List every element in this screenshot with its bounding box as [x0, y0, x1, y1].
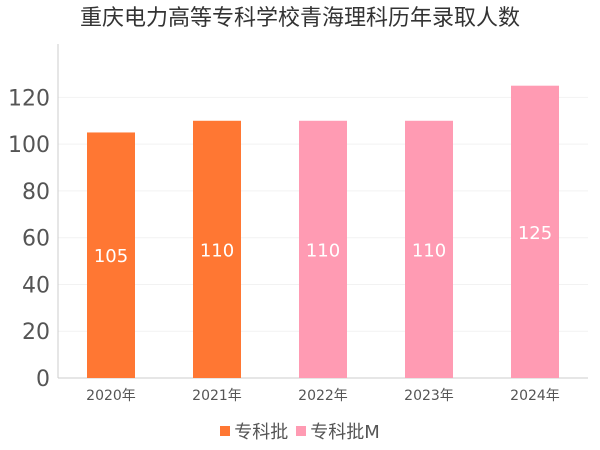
- x-tick-label: 2022年: [298, 388, 348, 404]
- x-tick-label: 2023年: [404, 388, 454, 404]
- legend-item-zhuankepi-m[interactable]: 专科批M: [296, 418, 380, 444]
- legend-swatch-zhuankepi-m: [296, 426, 307, 436]
- legend-label-zhuankepi-m: 专科批M: [310, 422, 380, 443]
- data-label: 110: [412, 240, 446, 261]
- x-tick-label: 2020年: [86, 388, 136, 404]
- y-tick-label: 60: [22, 227, 50, 252]
- legend: 专科批 专科批M: [0, 418, 600, 444]
- x-tick-label: 2021年: [192, 388, 242, 404]
- legend-label-zhuankepi: 专科批: [234, 422, 289, 443]
- bar: [511, 85, 559, 378]
- legend-item-zhuankepi[interactable]: 专科批: [220, 418, 288, 444]
- bar: [299, 120, 347, 379]
- x-tick-label: 2024年: [510, 388, 560, 404]
- y-tick-label: 80: [22, 180, 50, 205]
- data-label: 105: [94, 246, 128, 267]
- data-label: 125: [518, 223, 552, 244]
- data-label: 110: [306, 240, 340, 261]
- bar: [193, 120, 241, 379]
- bar: [87, 132, 135, 378]
- legend-swatch-zhuankepi: [220, 426, 231, 436]
- y-tick-label: 120: [8, 86, 50, 111]
- y-tick-label: 0: [36, 367, 50, 392]
- y-tick-label: 20: [22, 320, 50, 345]
- chart-title: 重庆电力高等专科学校青海理科历年录取人数: [79, 6, 520, 31]
- y-tick-label: 40: [22, 273, 50, 298]
- data-label: 110: [200, 240, 234, 261]
- y-tick-label: 100: [8, 133, 50, 158]
- bar: [405, 120, 453, 379]
